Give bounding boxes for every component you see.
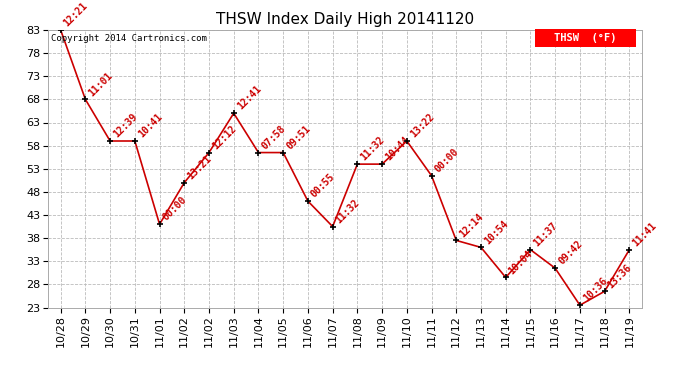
Text: 11:32: 11:32 xyxy=(334,197,362,225)
Text: 00:00: 00:00 xyxy=(161,195,188,223)
Text: 00:55: 00:55 xyxy=(309,172,337,200)
Text: 11:41: 11:41 xyxy=(631,220,658,248)
Text: Copyright 2014 Cartronics.com: Copyright 2014 Cartronics.com xyxy=(51,34,207,43)
Text: 10:44: 10:44 xyxy=(384,135,411,163)
Text: 12:39: 12:39 xyxy=(111,112,139,140)
Text: 13:36: 13:36 xyxy=(606,262,633,290)
Text: 11:01: 11:01 xyxy=(87,70,115,98)
Text: 09:51: 09:51 xyxy=(284,123,313,151)
Text: 10:54: 10:54 xyxy=(482,218,510,246)
Text: 10:04: 10:04 xyxy=(507,248,535,276)
Text: 00:00: 00:00 xyxy=(433,147,461,174)
Text: 12:41: 12:41 xyxy=(235,84,263,112)
Text: 12:21: 12:21 xyxy=(62,1,90,28)
Title: THSW Index Daily High 20141120: THSW Index Daily High 20141120 xyxy=(216,12,474,27)
Text: 09:42: 09:42 xyxy=(556,239,584,267)
Text: 11:37: 11:37 xyxy=(532,220,560,248)
Text: 10:36: 10:36 xyxy=(581,276,609,304)
Text: 13:21: 13:21 xyxy=(186,153,213,181)
Text: 12:14: 12:14 xyxy=(457,211,485,239)
Text: 07:58: 07:58 xyxy=(259,123,288,151)
Text: 10:41: 10:41 xyxy=(136,112,164,140)
Text: 13:22: 13:22 xyxy=(408,112,436,140)
Text: 11:32: 11:32 xyxy=(359,135,386,163)
Text: 12:12: 12:12 xyxy=(210,123,238,151)
